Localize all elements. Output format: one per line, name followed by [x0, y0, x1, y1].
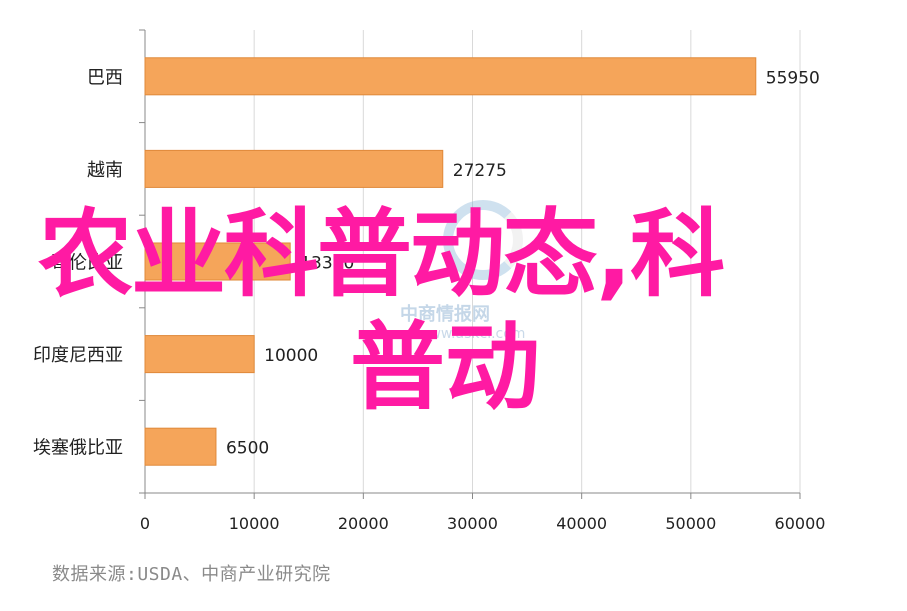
category-label-2: 哥伦比亚 [51, 253, 123, 274]
x-tick-label-3: 30000 [447, 514, 498, 533]
watermark-logo-icon [443, 200, 523, 280]
x-tick-label-4: 40000 [556, 514, 607, 533]
bar-1 [144, 149, 444, 188]
bar-2 [144, 242, 291, 281]
x-tick-label-6: 60000 [775, 514, 826, 533]
data-label-1: 27275 [453, 161, 507, 181]
overlay-title-line1: 农业科普动态,科 [38, 200, 725, 310]
x-tick-label-5: 50000 [665, 514, 716, 533]
data-label-3: 10000 [264, 346, 318, 366]
bar-3 [144, 335, 255, 374]
data-label-4: 6500 [226, 439, 269, 459]
overlay-title-line2: 普动 [350, 313, 541, 423]
data-label-0: 55950 [766, 68, 820, 88]
bar-0 [144, 57, 757, 96]
x-tick-label-2: 20000 [338, 514, 389, 533]
watermark-url: www.askci.com [418, 326, 526, 342]
x-tick-label-1: 10000 [229, 514, 280, 533]
category-label-3: 印度尼西亚 [33, 345, 123, 366]
category-label-4: 埃塞俄比亚 [33, 438, 123, 459]
category-label-1: 越南 [87, 160, 123, 181]
category-label-0: 巴西 [87, 67, 123, 88]
source-note: 数据来源:USDA、中商产业研究院 [52, 564, 331, 585]
watermark-text: 中商情报网 [400, 304, 490, 325]
data-label-2: 13300 [300, 254, 354, 274]
x-tick-label-0: 0 [140, 514, 150, 533]
bar-4 [144, 427, 217, 466]
